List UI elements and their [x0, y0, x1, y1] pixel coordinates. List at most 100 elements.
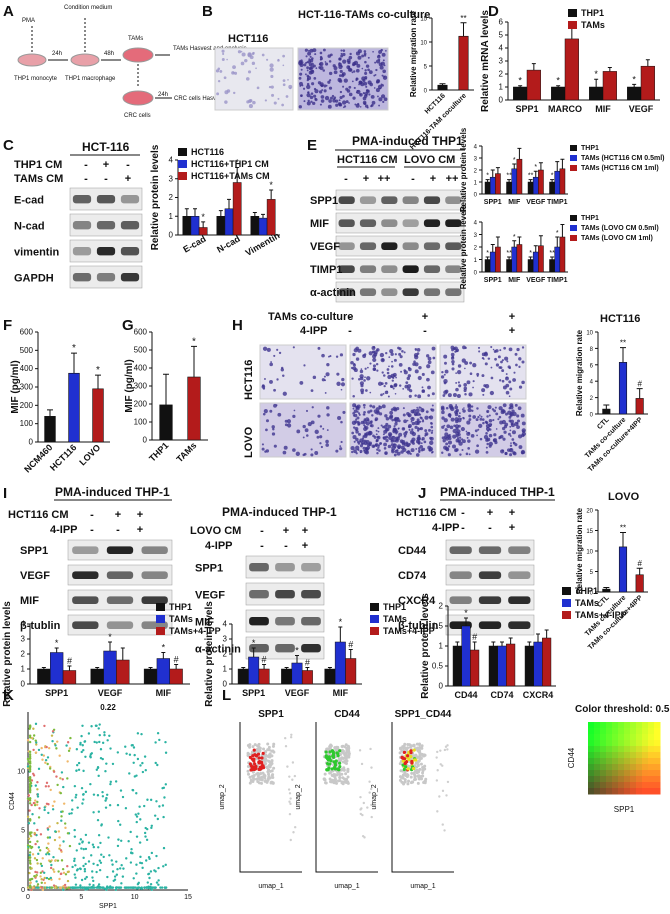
point [93, 740, 96, 744]
b-img-label-coculture: HCT-116-TAMs co-culture [298, 9, 430, 21]
y-tick-label: 0 [474, 193, 478, 199]
cell [512, 378, 516, 382]
cell [339, 74, 342, 77]
grid-cell [636, 770, 643, 777]
point [135, 792, 138, 795]
cell [376, 439, 379, 442]
i2-band [301, 644, 321, 653]
cell [319, 51, 323, 55]
point [111, 762, 115, 766]
point [80, 786, 84, 790]
cell [386, 368, 390, 371]
point [74, 796, 77, 799]
point [28, 734, 32, 737]
bar [224, 208, 234, 236]
point [79, 884, 82, 887]
j-band [478, 571, 502, 579]
y-tick-label: 5 [21, 828, 25, 835]
i2-band [301, 563, 321, 572]
e-band [338, 219, 355, 227]
point [59, 872, 63, 876]
i-label: MIF [20, 595, 39, 607]
legend-label: TAMs (HCT116 CM 1ml) [581, 165, 659, 172]
point [28, 766, 32, 769]
cell [447, 445, 451, 448]
bar [506, 259, 512, 273]
i-title: PMA-induced THP-1 [55, 485, 170, 499]
label-thp1-macrophage: THP1 macrophage [65, 76, 116, 82]
error-bar [439, 83, 446, 86]
cell [261, 443, 265, 446]
umap-point [251, 776, 255, 780]
cell [292, 414, 296, 418]
umap-point [438, 795, 441, 798]
e-sign: + [430, 173, 436, 185]
panel-label-h: H [232, 317, 243, 334]
cell [357, 432, 361, 436]
sig-mark: # [472, 632, 477, 642]
cell [412, 409, 417, 413]
cell [421, 372, 425, 376]
bar [564, 38, 579, 101]
error-bar [490, 169, 495, 178]
cell [494, 357, 497, 361]
umap-point-expr [401, 756, 405, 760]
umap-point [407, 779, 411, 783]
point [138, 805, 141, 808]
bar [527, 259, 534, 273]
bar [62, 670, 77, 685]
step-24h: 24h [52, 51, 62, 57]
e-sign: ++ [378, 173, 391, 185]
point [120, 839, 123, 842]
umap-point-expr [410, 759, 414, 764]
cell [280, 368, 284, 372]
cell [400, 450, 404, 454]
cell [320, 57, 323, 61]
cell [398, 363, 403, 367]
point [131, 886, 134, 889]
cell [365, 64, 370, 68]
grid-cell [594, 734, 601, 741]
cell [310, 92, 314, 95]
cell [362, 446, 366, 450]
cell [394, 416, 399, 421]
cell [332, 64, 336, 68]
error-bar [191, 345, 197, 377]
cell [383, 97, 388, 102]
grid-cell [606, 788, 613, 795]
error-bar [518, 85, 523, 87]
grid-cell [630, 764, 637, 771]
point [71, 799, 74, 802]
bar [506, 181, 512, 195]
y-tick-label: 600 [134, 328, 148, 337]
point [116, 751, 120, 754]
c-band [120, 247, 140, 256]
e-band [445, 219, 462, 227]
legend-label: THP1 [581, 8, 604, 18]
cell [317, 346, 321, 350]
e-band [338, 288, 355, 296]
cell [481, 418, 485, 421]
umap-point [286, 765, 289, 768]
j-sign: - [461, 522, 465, 534]
cell [419, 420, 422, 423]
cell [372, 405, 376, 409]
point [141, 866, 144, 870]
axis-lines [27, 712, 188, 891]
c-label: GAPDH [14, 272, 54, 284]
cell [430, 431, 434, 434]
umap-point-expr [257, 756, 261, 760]
point [163, 886, 167, 889]
legend-swatch [370, 627, 379, 635]
cell [376, 448, 379, 451]
panel-label-c: C [3, 137, 14, 154]
x-tick-label: N-cad [215, 234, 242, 255]
sig-mark: * [192, 336, 196, 347]
cell [474, 449, 480, 454]
cell [516, 347, 520, 352]
umap-point-expr [329, 759, 333, 763]
point [105, 793, 109, 797]
cell [350, 366, 354, 370]
error-bar [184, 208, 189, 217]
point [146, 798, 149, 801]
